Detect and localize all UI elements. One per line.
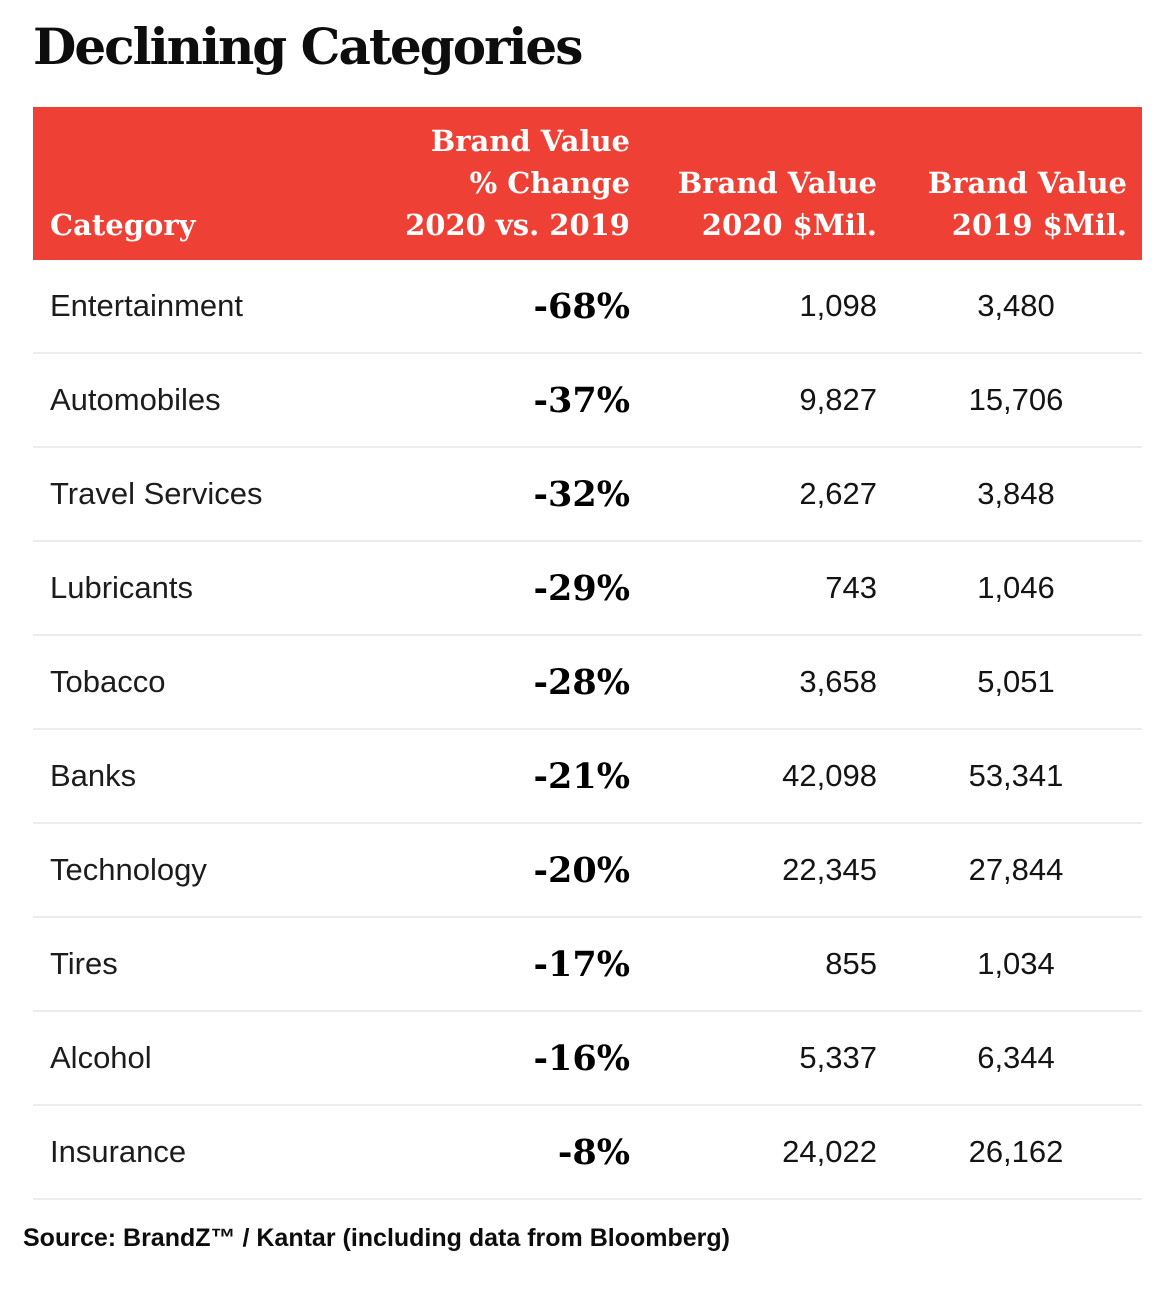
pct-change-cell: -20%	[533, 849, 631, 891]
brand-value-2019-cell: 5,051	[977, 664, 1055, 699]
table-row: Tires -17% 855 1,034	[33, 918, 1142, 1012]
brand-value-2020-cell: 743	[825, 570, 877, 605]
table-row: Lubricants -29% 743 1,046	[33, 542, 1142, 636]
page-title: Declining Categories	[33, 17, 583, 76]
category-cell: Insurance	[50, 1134, 187, 1169]
brand-value-2020-cell: 9,827	[799, 382, 877, 417]
brand-value-2019-cell: 27,844	[968, 852, 1064, 887]
category-cell: Automobiles	[50, 382, 221, 417]
table-row: Entertainment -68% 1,098 3,480	[33, 260, 1142, 354]
brand-value-2019-cell: 3,480	[977, 288, 1055, 323]
category-cell: Lubricants	[50, 570, 194, 605]
category-cell: Travel Services	[50, 476, 263, 511]
header-brand-value-2020: Brand Value 2020 $Mil.	[677, 166, 877, 242]
table-row: Technology -20% 22,345 27,844	[33, 824, 1142, 918]
brand-value-2020-cell: 5,337	[799, 1040, 877, 1075]
table-row: Banks -21% 42,098 53,341	[33, 730, 1142, 824]
category-cell: Entertainment	[50, 288, 243, 323]
brand-value-2020-cell: 1,098	[799, 288, 877, 323]
header-pct-change: Brand Value % Change 2020 vs. 2019	[405, 124, 630, 242]
pct-change-cell: -32%	[533, 473, 631, 515]
brand-value-2019-cell: 53,341	[968, 758, 1064, 793]
source-attribution: Source: BrandZ™ / Kantar (including data…	[23, 1224, 730, 1252]
brand-value-2020-cell: 22,345	[782, 852, 877, 887]
header-brand-value-2019: Brand Value 2019 $Mil.	[927, 166, 1127, 242]
brand-value-2019-cell: 6,344	[977, 1040, 1055, 1075]
category-cell: Tobacco	[50, 664, 166, 699]
category-cell: Technology	[50, 852, 207, 887]
category-cell: Tires	[50, 946, 118, 981]
declining-categories-table: Category Brand Value % Change 2020 vs. 2…	[33, 107, 1142, 1200]
table-row: Travel Services -32% 2,627 3,848	[33, 448, 1142, 542]
brand-value-2020-cell: 42,098	[782, 758, 877, 793]
category-cell: Banks	[50, 758, 137, 793]
table-row: Automobiles -37% 9,827 15,706	[33, 354, 1142, 448]
table-body: Entertainment -68% 1,098 3,480 Automobil…	[33, 260, 1142, 1200]
pct-change-cell: -28%	[533, 661, 631, 703]
brand-value-2019-cell: 1,034	[977, 946, 1055, 981]
brand-value-2019-cell: 1,046	[977, 570, 1055, 605]
pct-change-cell: -37%	[533, 379, 631, 421]
pct-change-cell: -21%	[533, 755, 631, 797]
pct-change-cell: -68%	[533, 285, 631, 327]
pct-change-cell: -17%	[533, 943, 631, 985]
pct-change-cell: -16%	[533, 1037, 631, 1079]
brand-value-2019-cell: 3,848	[977, 476, 1055, 511]
brand-value-2020-cell: 24,022	[782, 1134, 877, 1169]
table-row: Insurance -8% 24,022 26,162	[33, 1106, 1142, 1200]
brand-value-2020-cell: 2,627	[799, 476, 877, 511]
category-cell: Alcohol	[50, 1040, 152, 1075]
header-category: Category	[50, 208, 196, 242]
brand-value-2019-cell: 15,706	[968, 382, 1064, 417]
table-row: Tobacco -28% 3,658 5,051	[33, 636, 1142, 730]
brand-value-2020-cell: 855	[825, 946, 877, 981]
pct-change-cell: -29%	[533, 567, 631, 609]
table-row: Alcohol -16% 5,337 6,344	[33, 1012, 1142, 1106]
table-header-row: Category Brand Value % Change 2020 vs. 2…	[33, 107, 1142, 260]
pct-change-cell: -8%	[557, 1131, 630, 1173]
brand-value-2020-cell: 3,658	[799, 664, 877, 699]
brand-value-2019-cell: 26,162	[968, 1134, 1064, 1169]
